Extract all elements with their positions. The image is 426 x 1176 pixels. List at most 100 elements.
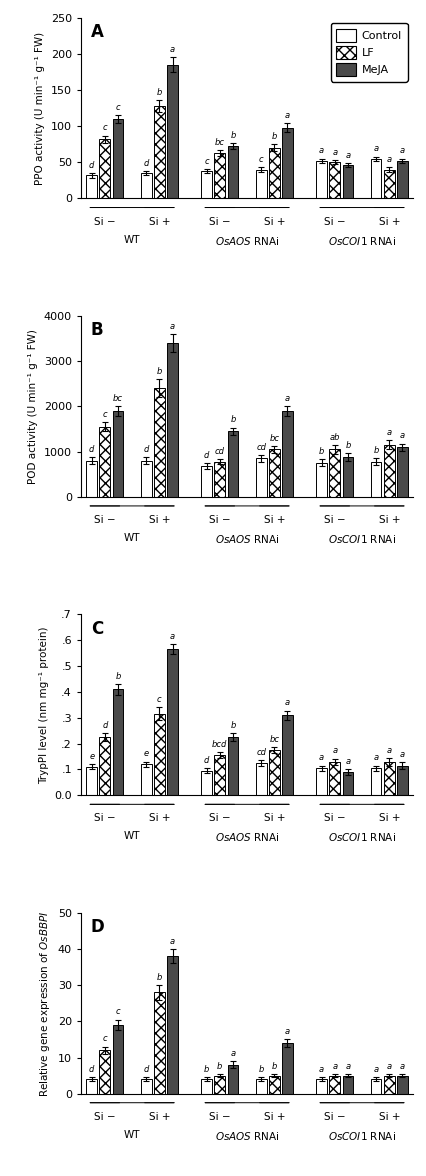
Bar [329,762,340,795]
Bar [256,763,267,795]
Text: Si −: Si − [94,814,116,823]
Bar [100,737,110,795]
Bar [282,410,293,497]
Text: Si +: Si + [264,515,285,524]
Bar [256,459,267,497]
Text: ab: ab [330,433,340,442]
Text: Si −: Si − [209,1111,230,1122]
Bar [316,462,327,497]
Text: a: a [374,1065,379,1074]
Text: a: a [332,1062,337,1070]
Bar [167,649,178,795]
Text: WT: WT [124,533,141,543]
Text: a: a [400,432,405,440]
Text: a: a [400,1062,405,1070]
Bar [112,689,124,795]
Text: B: B [91,321,104,340]
Text: a: a [374,754,379,762]
Bar [141,173,152,199]
Bar [397,1076,408,1094]
Text: b: b [230,721,236,730]
Bar [154,106,165,199]
Text: c: c [259,155,263,165]
Bar [214,755,225,795]
Bar [343,457,353,497]
Bar [269,148,280,199]
Text: d: d [144,445,149,454]
Bar [329,449,340,497]
Text: WT: WT [124,1130,141,1140]
Text: d: d [89,161,95,169]
Text: b: b [157,973,162,982]
Text: Si −: Si − [209,216,230,227]
Bar [112,1025,124,1094]
Text: cd: cd [256,443,266,452]
Bar [329,1076,340,1094]
Y-axis label: Relative gene expression of $\it{OsBBPI}$: Relative gene expression of $\it{OsBBPI}… [38,910,52,1096]
Text: Si −: Si − [324,216,345,227]
Text: c: c [103,123,107,132]
Text: Si −: Si − [94,216,116,227]
Text: Si +: Si + [264,216,285,227]
Bar [384,445,394,497]
Text: d: d [144,1065,149,1074]
Text: bc: bc [113,394,123,403]
Bar [329,162,340,199]
Bar [371,159,382,199]
Bar [269,1076,280,1094]
Bar [397,766,408,795]
Text: d: d [102,721,108,730]
Text: e: e [89,751,94,761]
Text: c: c [103,410,107,419]
Bar [201,770,212,795]
Text: a: a [319,1065,324,1074]
Text: b: b [230,131,236,140]
Text: bc: bc [215,138,225,147]
Text: $\it{OsCOI1}$ RNAi: $\it{OsCOI1}$ RNAi [328,1130,396,1142]
Text: d: d [89,1065,95,1074]
Text: b: b [345,441,351,450]
Bar [227,432,239,497]
Text: b: b [319,447,324,455]
Text: d: d [204,756,209,764]
Text: Si −: Si − [324,1111,345,1122]
Text: a: a [332,148,337,156]
Text: $\it{OsCOI1}$ RNAi: $\it{OsCOI1}$ RNAi [328,831,396,843]
Bar [154,993,165,1094]
Bar [201,171,212,199]
Text: C: C [91,620,103,637]
Text: a: a [387,1062,392,1070]
Bar [201,1080,212,1094]
Bar [154,388,165,497]
Text: e: e [144,749,149,759]
Legend: Control, LF, MeJA: Control, LF, MeJA [331,24,408,81]
Text: b: b [374,446,379,455]
Bar [141,1080,152,1094]
Text: d: d [89,445,95,454]
Y-axis label: PPO activity (U min⁻¹ g⁻¹ FW): PPO activity (U min⁻¹ g⁻¹ FW) [35,32,45,185]
Text: a: a [170,322,175,330]
Text: a: a [332,747,337,755]
Text: d: d [144,159,149,168]
Text: Si −: Si − [94,1111,116,1122]
Bar [256,169,267,199]
Text: bcd: bcd [212,740,227,749]
Text: a: a [387,155,392,165]
Text: Si +: Si + [379,814,400,823]
Text: cd: cd [256,748,266,757]
Text: Si +: Si + [379,216,400,227]
Text: c: c [116,103,121,112]
Text: a: a [319,754,324,762]
Bar [282,1043,293,1094]
Text: Si +: Si + [379,1111,400,1122]
Text: b: b [230,415,236,425]
Bar [227,737,239,795]
Text: A: A [91,24,104,41]
Bar [201,466,212,497]
Text: a: a [345,151,351,160]
Text: a: a [387,428,392,437]
Text: a: a [374,145,379,153]
Text: Si −: Si − [94,515,116,524]
Bar [112,119,124,199]
Text: $\it{OsAOS}$ RNAi: $\it{OsAOS}$ RNAi [215,235,279,247]
